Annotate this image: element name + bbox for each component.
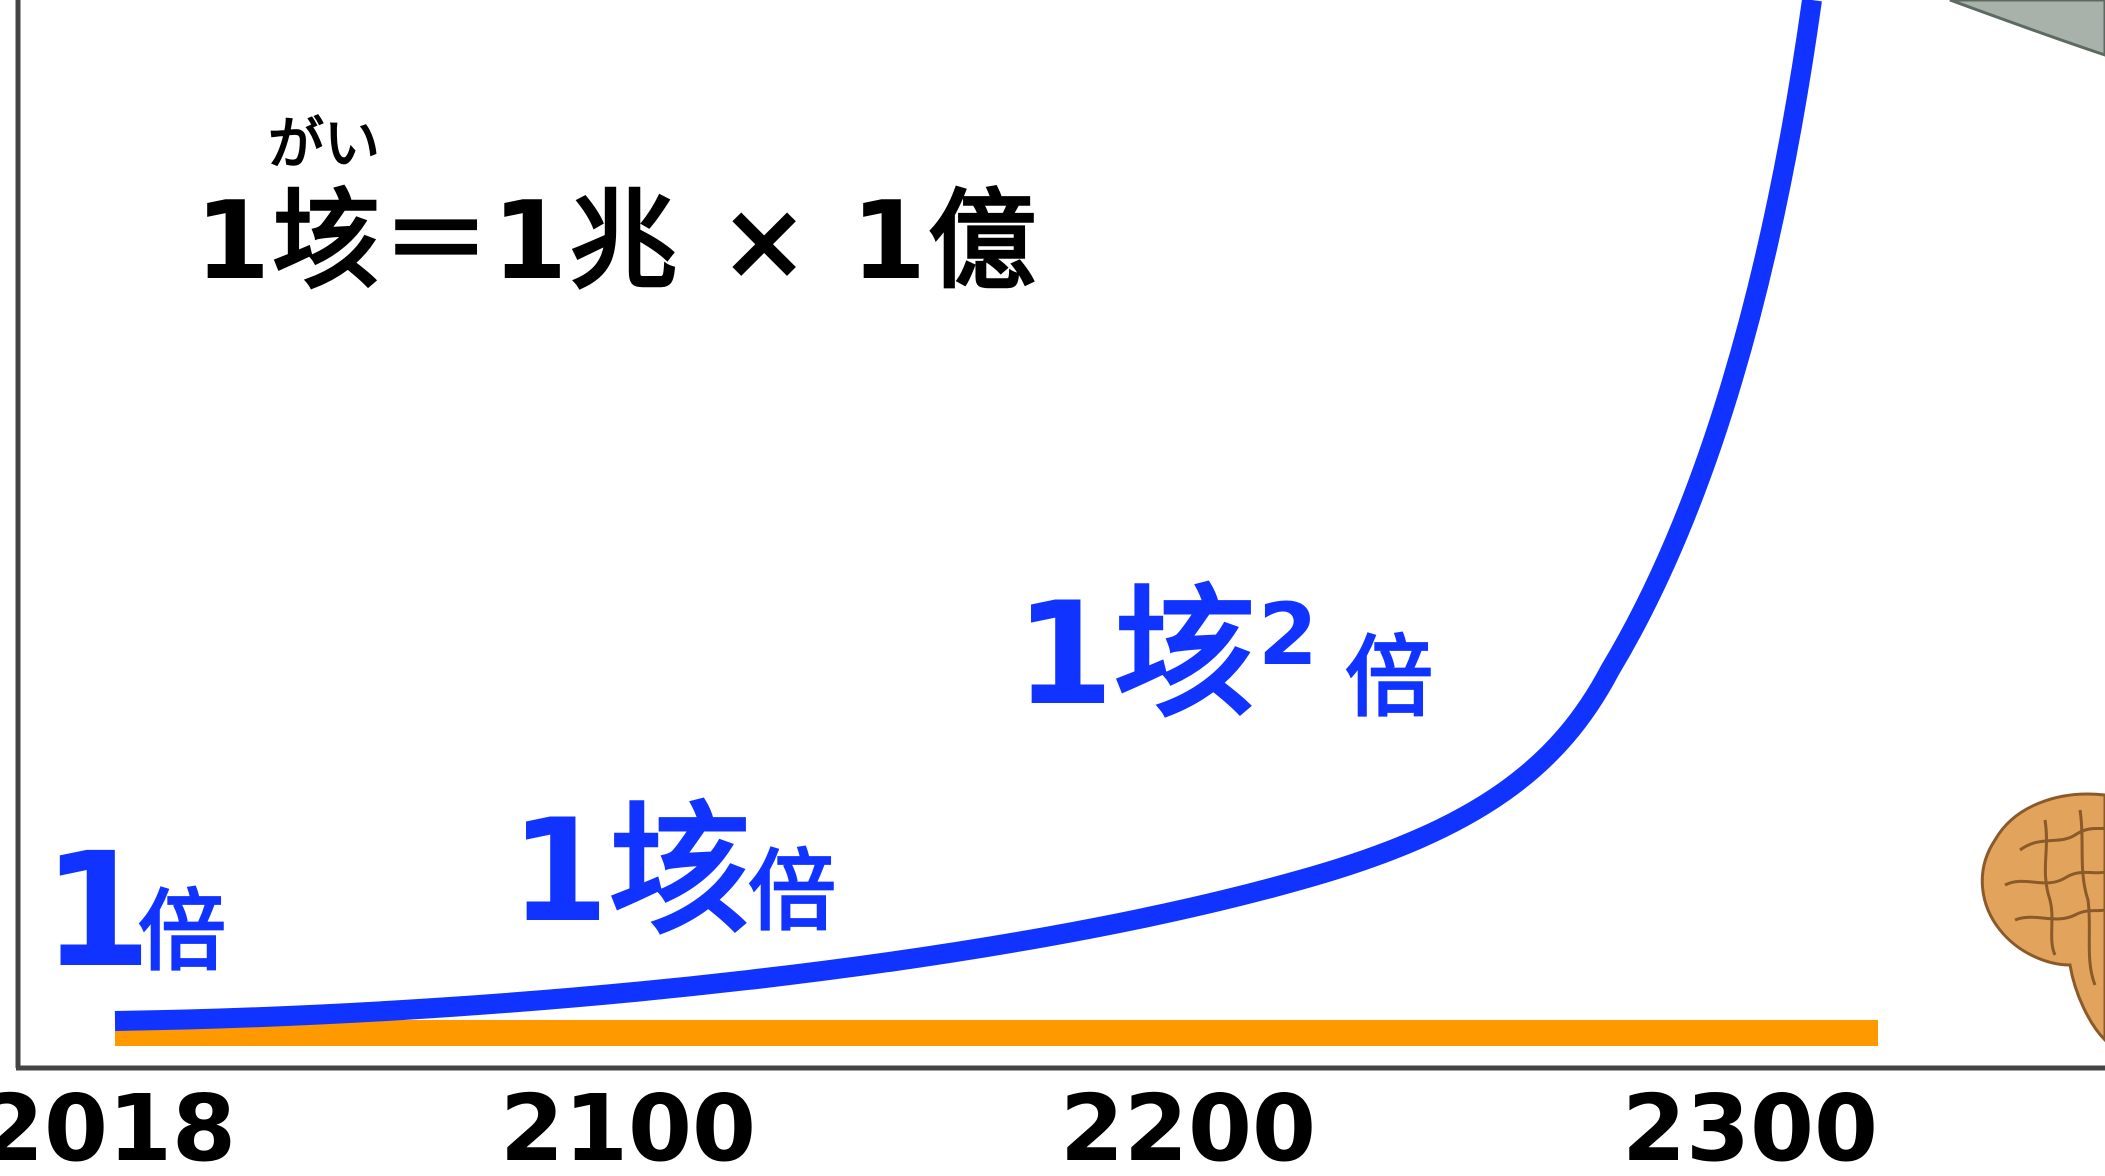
banknote-stack-icon	[1949, 0, 2105, 57]
x-tick-label: 2018	[0, 1075, 236, 1176]
x-tick-labels: 2018 2100 2200 2300	[0, 1075, 1878, 1176]
label-one-gai-suffix: 倍	[748, 840, 836, 943]
heading-formula: 1垓＝1兆 × 1億	[195, 179, 1038, 304]
label-one-num: 1	[42, 819, 152, 1003]
x-tick-label: 2200	[1060, 1075, 1316, 1176]
label-one-suffix: 倍	[138, 880, 226, 983]
brain-fold-5	[2078, 809, 2097, 986]
x-tick-label: 2100	[500, 1075, 756, 1176]
banknote-corner	[1949, 0, 2105, 57]
brain-icon	[1980, 792, 2105, 1043]
label-one-gai-squared-exponent: 2	[1258, 585, 1318, 685]
growth-series-line	[114, 0, 1822, 1031]
brain-fold-4	[2043, 819, 2057, 956]
brain-fold-3	[2014, 908, 2105, 922]
brain-fold-2	[2004, 870, 2105, 887]
label-one-gai-squared-num: 1垓	[1015, 572, 1256, 737]
label-one-gai-num: 1垓	[510, 789, 751, 954]
label-one-gai-squared-suffix: 倍	[1345, 626, 1433, 729]
baseline-series	[115, 1020, 1878, 1046]
brain-fold-1	[2019, 826, 2105, 852]
x-tick-label: 2300	[1622, 1075, 1878, 1176]
heading-ruby: がい	[268, 112, 380, 177]
